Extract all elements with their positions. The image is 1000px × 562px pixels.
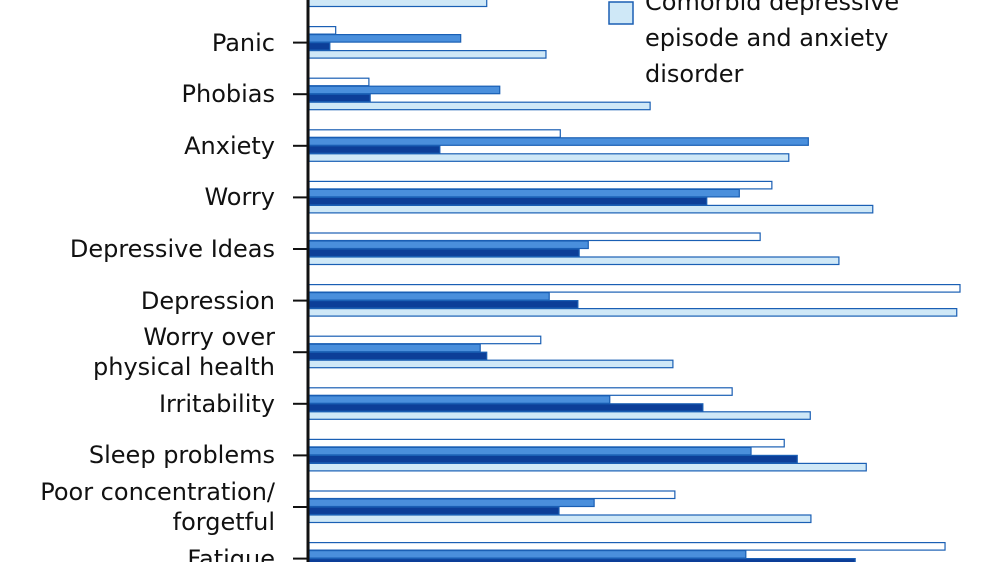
bar	[308, 26, 337, 35]
bar	[308, 549, 747, 559]
bar	[308, 204, 874, 214]
bar	[308, 196, 708, 206]
bar	[308, 240, 589, 250]
bar	[308, 0, 488, 8]
bar	[308, 77, 370, 87]
bar	[308, 506, 560, 516]
bar	[308, 256, 840, 266]
bar	[308, 498, 595, 508]
bar	[308, 248, 580, 258]
bar	[308, 137, 809, 146]
category-label: Worry over physical health	[93, 323, 275, 382]
bar	[308, 300, 579, 309]
category-label: Irritability	[158, 389, 275, 418]
bar	[308, 403, 704, 412]
bar	[308, 343, 481, 353]
bar	[308, 557, 856, 562]
category-label: Anxiety	[184, 131, 275, 160]
bar	[308, 438, 785, 448]
bar	[308, 101, 651, 111]
bar	[308, 93, 371, 103]
bar	[308, 33, 462, 43]
category-label: Depression	[140, 286, 275, 315]
category-label: Poor concentration/ forgetful	[40, 478, 275, 536]
bar	[308, 284, 961, 293]
bar	[308, 153, 790, 162]
legend-label: Comorbid depressive episode and anxiety …	[645, 0, 900, 88]
bar	[308, 359, 674, 369]
bar	[308, 454, 798, 464]
bar	[308, 180, 773, 190]
bar	[308, 462, 867, 472]
category-label: Depressive Ideas	[69, 235, 275, 263]
category-label: Fatigue	[187, 544, 275, 562]
bar	[308, 335, 542, 345]
bar	[308, 541, 946, 551]
bar	[308, 145, 441, 154]
bar	[308, 308, 958, 317]
bar	[308, 232, 761, 242]
bar	[308, 446, 752, 456]
bar	[308, 490, 676, 500]
category-label: Phobias	[181, 80, 275, 109]
bar	[308, 292, 550, 301]
bar	[308, 514, 812, 524]
category-label: Panic	[211, 28, 275, 57]
bar	[308, 41, 331, 51]
bar	[308, 395, 611, 404]
bar	[308, 129, 561, 138]
bar	[308, 387, 733, 396]
bar	[308, 351, 488, 361]
bar	[308, 85, 501, 95]
bar	[308, 49, 547, 59]
category-label: Sleep problems	[88, 441, 275, 470]
legend-swatch	[608, 1, 634, 25]
bar	[308, 188, 740, 198]
bar	[308, 411, 811, 420]
category-label: Worry	[204, 183, 275, 212]
